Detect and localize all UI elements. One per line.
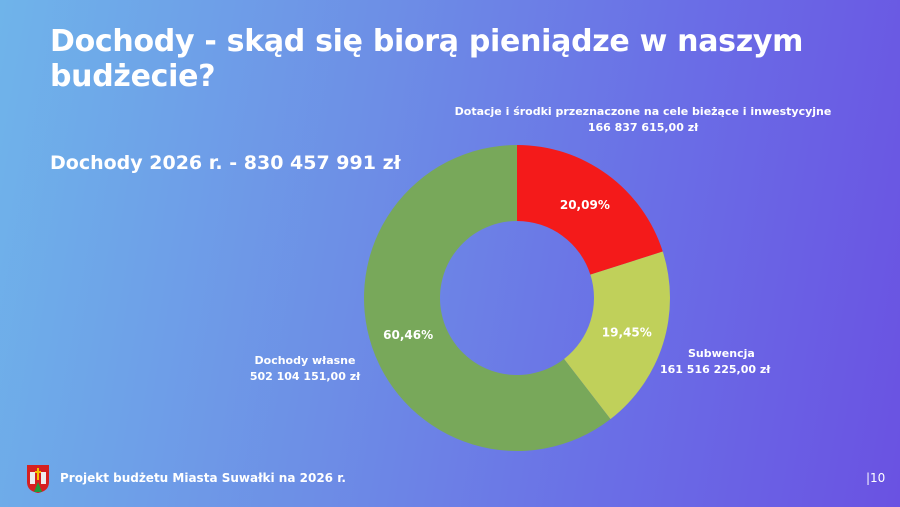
donut-slice-2	[364, 145, 611, 451]
city-coat-of-arms-logo	[27, 465, 49, 493]
slice-label-dochody-wlasne: Dochody własne 502 104 151,00 zł	[240, 353, 370, 385]
donut-slice-0	[517, 145, 663, 275]
slice-percent-label: 20,09%	[560, 198, 610, 212]
slice-percent-label: 60,46%	[383, 328, 433, 342]
slice-amount: 161 516 225,00 zł	[660, 363, 771, 376]
slice-label-dotacje: Dotacje i środki przeznaczone na cele bi…	[448, 104, 838, 136]
donut-slice-1	[564, 251, 670, 420]
slice-amount: 166 837 615,00 zł	[587, 121, 699, 134]
footer-text: Projekt budżetu Miasta Suwałki na 2026 r…	[60, 471, 346, 485]
slice-name: Dotacje i środki przeznaczone na cele bi…	[454, 105, 832, 118]
slice-percent-label: 19,45%	[602, 325, 652, 339]
slice-name: Dochody własne	[254, 354, 356, 367]
slice-amount: 502 104 151,00 zł	[249, 370, 361, 383]
total-income: Dochody 2026 r. - 830 457 991 zł	[50, 152, 401, 174]
slice-label-subwencja: Subwencja 161 516 225,00 zł	[660, 346, 770, 378]
page-number: |10	[866, 471, 886, 485]
slide-title: Dochody - skąd się biorą pieniądze w nas…	[50, 24, 804, 94]
slice-name: Subwencja	[688, 347, 755, 360]
